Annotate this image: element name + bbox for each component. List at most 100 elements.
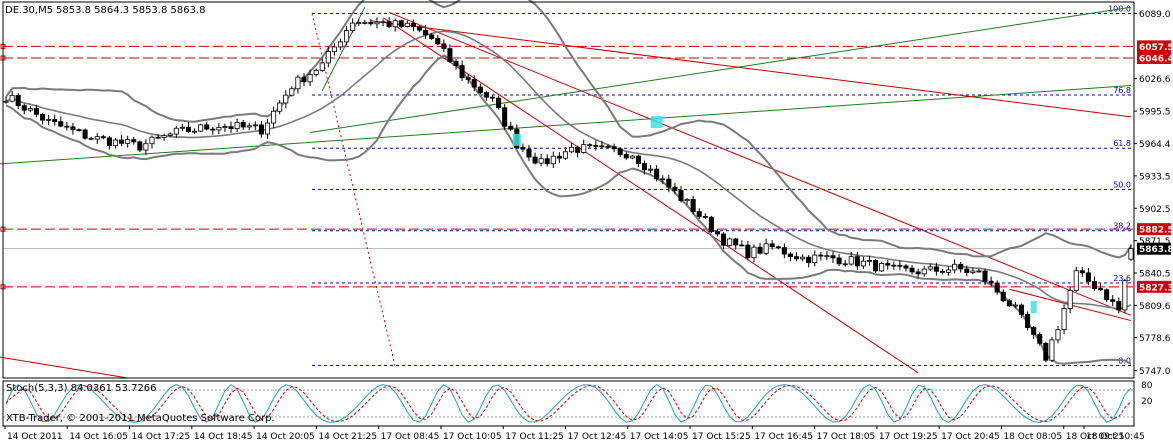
candle-body <box>489 96 496 99</box>
fibo-baseline <box>311 13 396 366</box>
candle-body <box>587 144 593 147</box>
time-tick-label: 14 Oct 16:05 <box>69 432 128 442</box>
signal-marker <box>650 116 663 129</box>
candle-body <box>404 22 410 27</box>
candle-body <box>453 61 459 67</box>
candle-body <box>879 263 885 272</box>
price-tag-text: 5827.3 <box>1139 283 1173 293</box>
candle-body <box>678 190 684 202</box>
candle-body <box>386 21 392 28</box>
candle-body <box>410 22 416 28</box>
candle-body <box>143 143 149 151</box>
time-tick-label: 17 Oct 14:05 <box>630 432 689 442</box>
trendlines[interactable] <box>0 6 1132 379</box>
candle-body <box>3 100 9 103</box>
stoch-signal-line <box>5 384 1132 423</box>
candle-body <box>112 139 119 146</box>
candle-body <box>435 38 441 45</box>
candle-body <box>185 126 191 133</box>
candle-body <box>246 125 252 128</box>
price-tick-label: 6026.6 <box>1139 75 1171 85</box>
candle-body <box>155 136 161 139</box>
candle-body <box>946 269 952 273</box>
candle-body <box>216 126 222 131</box>
candle-body <box>179 126 185 129</box>
candle-body <box>149 136 155 145</box>
candle-body <box>927 266 933 270</box>
candle-body <box>976 270 982 273</box>
candles <box>3 16 1134 363</box>
candle-body <box>909 267 915 273</box>
candle-body <box>252 124 258 127</box>
candle-body <box>1073 270 1079 291</box>
fibo-level-label: 76.8 <box>1113 86 1131 95</box>
candle-body <box>611 146 617 150</box>
signal-marker <box>512 133 521 146</box>
candle-body <box>836 257 842 265</box>
candle-body <box>562 151 568 159</box>
trendline-red-corner <box>0 356 128 379</box>
time-tick-label: 14 Oct 18:45 <box>194 432 253 442</box>
candle-body <box>903 265 909 269</box>
candle-body <box>423 29 429 36</box>
candle-body <box>793 256 800 260</box>
candle-body <box>1049 339 1055 361</box>
candle-body <box>660 178 666 181</box>
candle-body <box>1128 248 1134 260</box>
candle-body <box>502 107 508 127</box>
price-tick-label: 5995.5 <box>1139 108 1171 118</box>
candle-body <box>477 86 483 93</box>
candle-body <box>891 264 897 267</box>
candle-body <box>9 94 15 102</box>
time-tick-label: 17 Oct 15:25 <box>692 432 751 442</box>
stoch-level-low-label: 20 <box>1141 397 1153 407</box>
price-tag-current <box>1137 242 1171 255</box>
time-tick-label: 14 Oct 21:25 <box>318 432 377 442</box>
candle-body <box>240 122 246 128</box>
candle-body <box>1000 291 1006 302</box>
candle-body <box>1079 270 1085 274</box>
candle-body <box>812 254 818 263</box>
candle-body <box>800 256 806 260</box>
candle-body <box>556 155 562 159</box>
copyright-label: XTB-Trader, © 2001-2011 MetaQuotes Softw… <box>6 413 275 424</box>
candle-body <box>757 246 763 254</box>
candle-body <box>319 62 325 71</box>
price-tag-text: 5863.8 <box>1139 245 1173 255</box>
candle-body <box>897 264 903 267</box>
candle-body <box>648 168 654 171</box>
candle-body <box>508 125 514 130</box>
signal-marker <box>1030 300 1037 313</box>
time-tick-label: 18 Oct 10:45 <box>1086 432 1145 442</box>
candle-body <box>100 136 106 139</box>
ohlc-label: 5853.8 5864.3 5853.8 5863.8 <box>56 5 206 16</box>
candle-body <box>617 148 623 155</box>
candle-body <box>483 92 489 98</box>
candle-body <box>714 231 721 235</box>
time-tick-label: 17 Oct 10:05 <box>443 432 502 442</box>
candle-body <box>362 22 368 24</box>
candle-body <box>532 156 538 164</box>
candle-body <box>994 282 1000 293</box>
price-tick-label: 5840.5 <box>1139 270 1171 280</box>
candle-body <box>70 126 76 131</box>
candle-body <box>1043 342 1049 361</box>
time-tick-label: 14 Oct 20:05 <box>256 432 315 442</box>
candle-body <box>952 263 958 271</box>
candle-body <box>1085 272 1091 282</box>
price-tick-label: 5871.5 <box>1139 237 1171 247</box>
candle-body <box>958 263 964 270</box>
candle-body <box>264 122 271 135</box>
candle-body <box>939 270 945 273</box>
trendline-green-lower <box>0 85 1131 165</box>
candle-body <box>666 178 672 188</box>
candle-body <box>368 22 374 25</box>
candle-body <box>52 119 58 123</box>
candle-body <box>854 256 860 267</box>
candle-body <box>471 79 477 88</box>
time-tick-label: 17 Oct 16:45 <box>754 432 813 442</box>
candle-body <box>392 20 398 28</box>
